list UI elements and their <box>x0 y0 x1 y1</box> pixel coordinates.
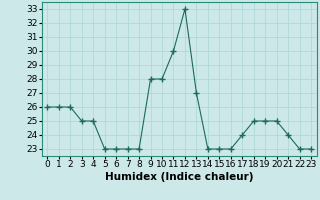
X-axis label: Humidex (Indice chaleur): Humidex (Indice chaleur) <box>105 172 253 182</box>
